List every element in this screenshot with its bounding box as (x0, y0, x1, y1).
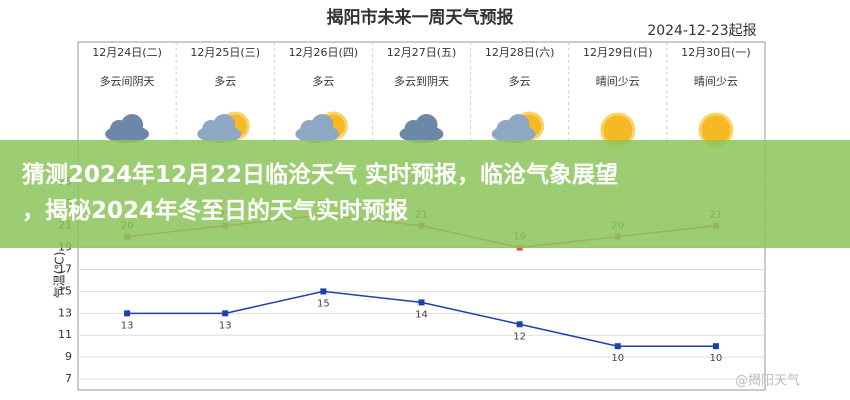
chart-title: 揭阳市未来一周天气预报 (327, 7, 514, 28)
weather-label: 多云 (214, 74, 236, 88)
x-tick-label: 12月26日(四) (289, 46, 359, 59)
overlay-line: 猜测2024年12月22日临沧天气 实时预报，临沧气象展望 (22, 162, 619, 188)
weather-label: 晴间少云 (596, 75, 640, 88)
data-point (614, 343, 621, 350)
chart-subtitle: 2024-12-23起报 (647, 23, 756, 39)
data-label: 10 (611, 353, 624, 364)
data-label: 10 (710, 353, 723, 364)
y-tick-label: 15 (58, 284, 72, 297)
x-tick-label: 12月29日(日) (583, 46, 653, 59)
y-tick-label: 7 (65, 372, 72, 385)
data-label: 13 (219, 320, 232, 331)
weather-label: 多云 (312, 74, 334, 88)
data-label: 14 (415, 309, 428, 320)
data-label: 13 (121, 320, 134, 331)
x-tick-label: 12月28日(六) (485, 46, 555, 59)
watermark: @揭阳天气 (735, 373, 800, 389)
cloud-icon (415, 114, 438, 136)
y-tick-label: 13 (58, 306, 72, 319)
data-point (712, 343, 719, 350)
weather-label: 多云到阴天 (394, 74, 449, 88)
x-tick-label: 12月30日(一) (681, 46, 751, 59)
data-label: 12 (513, 331, 526, 342)
y-axis-label: 气温(℃) (52, 252, 67, 299)
y-tick-label: 11 (58, 328, 72, 341)
x-tick-label: 12月24日(二) (92, 46, 162, 59)
y-tick-label: 9 (65, 350, 72, 363)
weather-label: 晴间少云 (694, 75, 738, 88)
cloud-icon (311, 114, 334, 136)
weather-label: 多云间阴天 (100, 74, 155, 88)
cloud-icon (121, 114, 144, 136)
data-label: 15 (317, 298, 330, 309)
y-tick-label: 17 (58, 263, 72, 276)
weather-label: 多云 (509, 74, 531, 88)
data-point (222, 310, 229, 317)
data-point (320, 288, 327, 295)
x-tick-label: 12月25日(三) (190, 46, 260, 59)
overlay-line: ，揭秘2024年冬至日的天气实时预报 (22, 198, 409, 224)
overlay-banner: 猜测2024年12月22日临沧天气 实时预报，临沧气象展望 ，揭秘2024年冬至… (0, 140, 850, 248)
data-point (124, 310, 131, 317)
x-tick-label: 12月27日(五) (387, 46, 457, 59)
cloud-icon (213, 114, 236, 136)
cloud-icon (507, 114, 530, 136)
data-point (516, 321, 523, 328)
data-point (418, 299, 425, 306)
